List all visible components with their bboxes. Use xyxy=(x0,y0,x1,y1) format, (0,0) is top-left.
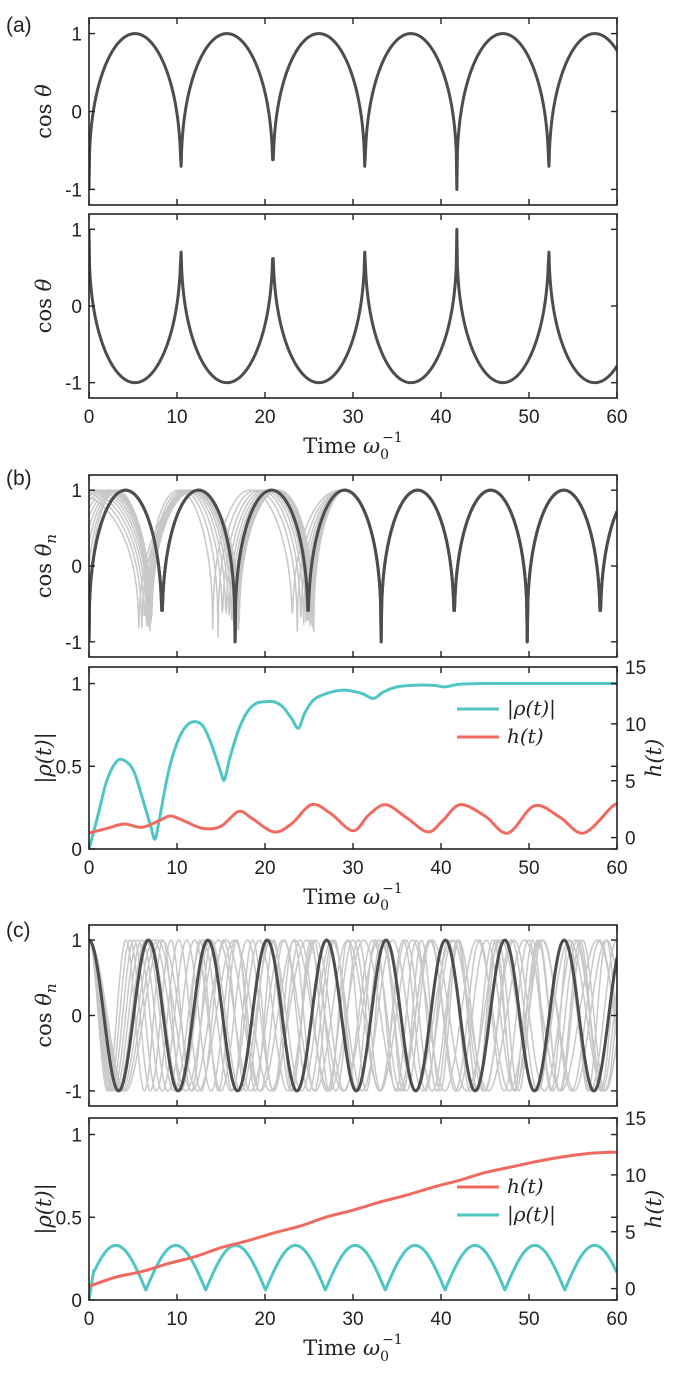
x-tick-label: 40 xyxy=(430,858,451,879)
legend-label: |ρ(t)| xyxy=(507,1202,556,1227)
y-right-tick-label: 15 xyxy=(625,1109,646,1130)
plot-area xyxy=(89,227,617,385)
ghost-oscillator-line xyxy=(89,489,617,643)
axes-a-top: -1 0 1 cos θ xyxy=(32,17,618,206)
y-axis-label: |ρ(t)| xyxy=(32,732,57,783)
y-right-tick-label: 5 xyxy=(625,772,636,793)
plot-area xyxy=(89,681,617,849)
y-tick-label: 0 xyxy=(71,1007,82,1028)
x-tick-label: 20 xyxy=(254,858,275,879)
x-tick-label: 50 xyxy=(518,407,539,428)
x-tick-label: 50 xyxy=(518,858,539,879)
x-tick-label: 20 xyxy=(254,1309,275,1330)
x-tick-label: 40 xyxy=(430,407,451,428)
x-tick-label: 60 xyxy=(606,407,627,428)
plot-area xyxy=(89,938,617,1093)
legend-label: h(t) xyxy=(507,1174,544,1198)
y-tick-label: 0 xyxy=(71,297,82,318)
ghost-oscillator-line xyxy=(89,939,617,1092)
y-axis-label: cos θ xyxy=(32,84,56,139)
ghost-oscillator-line xyxy=(89,939,617,1092)
y-tick-label: -1 xyxy=(65,1082,82,1103)
y-tick-label: 0 xyxy=(71,1291,82,1312)
y-tick-label: 1 xyxy=(71,1126,82,1147)
x-tick-label: 0 xyxy=(84,858,95,879)
x-tick-label: 0 xyxy=(84,1309,95,1330)
axes-b-top: -1 0 1 cos θn xyxy=(32,474,618,658)
panel-label-b: (b) xyxy=(6,467,32,490)
series-line-theta1 xyxy=(89,938,617,1093)
series-line-h xyxy=(89,802,617,835)
panel-label-c: (c) xyxy=(6,919,31,942)
y-right-axis-label: h(t) xyxy=(642,1190,666,1228)
y-tick-label: 0 xyxy=(71,840,82,861)
x-tick-label: 10 xyxy=(166,407,187,428)
plot-area xyxy=(89,32,617,191)
y-tick-label: -1 xyxy=(65,180,82,201)
y-right-tick-label: 10 xyxy=(625,715,646,736)
plot-area xyxy=(89,1150,617,1300)
y-right-axis-label: h(t) xyxy=(642,739,666,777)
y-axis-label: |ρ(t)| xyxy=(32,1183,57,1234)
x-tick-label: 0 xyxy=(84,407,95,428)
x-tick-label: 50 xyxy=(518,1309,539,1330)
y-right-tick-label: 15 xyxy=(625,658,646,679)
y-tick-label: 0 xyxy=(71,103,82,124)
x-tick-label: 10 xyxy=(166,858,187,879)
y-tick-label: 1 xyxy=(71,220,82,241)
series-line-a_top xyxy=(89,32,617,191)
y-tick-label: 1 xyxy=(71,25,82,46)
series-line-a_bottom xyxy=(89,227,617,385)
x-axis-label: Time ω0−1 xyxy=(303,430,402,463)
y-right-tick-label: 10 xyxy=(625,1166,646,1187)
series-line-rho xyxy=(89,1243,617,1300)
y-right-tick-label: 5 xyxy=(625,1223,636,1244)
x-tick-label: 30 xyxy=(342,858,363,879)
y-right-tick-label: 0 xyxy=(625,829,636,850)
y-tick-label: 0.5 xyxy=(56,1208,82,1229)
ghost-oscillator-line xyxy=(89,939,617,1092)
ghost-oscillator-line xyxy=(89,939,617,1092)
axes-c-top: -1 0 1 cos θn xyxy=(32,924,618,1107)
x-axis-label: Time ω0−1 xyxy=(303,1332,402,1365)
y-axis-label: cos θ xyxy=(32,278,56,333)
x-tick-label: 60 xyxy=(606,858,627,879)
axes-frame xyxy=(88,17,618,206)
x-tick-label: 20 xyxy=(254,407,275,428)
x-tick-label: 30 xyxy=(342,1309,363,1330)
axes-frame xyxy=(88,213,618,399)
axes-frame xyxy=(88,666,618,850)
y-tick-label: -1 xyxy=(65,633,82,654)
y-tick-label: 1 xyxy=(71,931,82,952)
ghost-oscillator-line xyxy=(89,939,617,1092)
x-tick-label: 30 xyxy=(342,407,363,428)
x-axis-label: Time ω0−1 xyxy=(303,881,402,914)
y-axis-label: cos θn xyxy=(32,534,60,598)
legend-label: h(t) xyxy=(507,724,544,748)
x-tick-label: 10 xyxy=(166,1309,187,1330)
series-line-theta1 xyxy=(89,488,617,644)
y-tick-label: -1 xyxy=(65,374,82,395)
y-right-tick-label: 0 xyxy=(625,1280,636,1301)
y-tick-label: 1 xyxy=(71,481,82,502)
y-axis-label: cos θn xyxy=(32,983,60,1047)
y-tick-label: 0.5 xyxy=(56,757,82,778)
plot-area xyxy=(89,488,617,644)
y-tick-label: 1 xyxy=(71,675,82,696)
panel-label-a: (a) xyxy=(6,14,32,37)
y-tick-label: 0 xyxy=(71,557,82,578)
series-line-h xyxy=(89,1150,617,1288)
x-tick-label: 60 xyxy=(606,1309,627,1330)
legend-label: |ρ(t)| xyxy=(507,696,556,721)
x-tick-label: 40 xyxy=(430,1309,451,1330)
